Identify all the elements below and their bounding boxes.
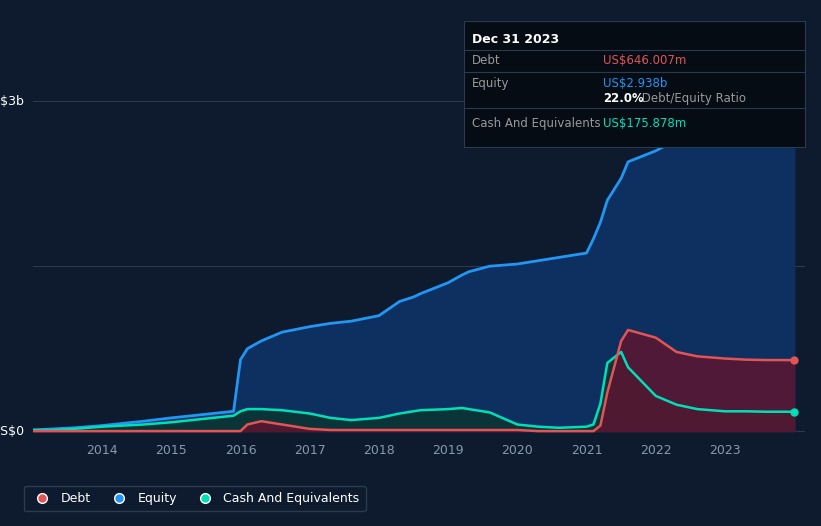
Text: 22.0%: 22.0% (603, 93, 644, 105)
Legend: Debt, Equity, Cash And Equivalents: Debt, Equity, Cash And Equivalents (24, 486, 365, 511)
Text: US$2.938b: US$2.938b (603, 77, 667, 89)
Text: Debt: Debt (472, 54, 501, 67)
Text: Cash And Equivalents: Cash And Equivalents (472, 117, 601, 130)
Text: Debt/Equity Ratio: Debt/Equity Ratio (638, 93, 746, 105)
Text: Equity: Equity (472, 77, 510, 89)
Text: US$646.007m: US$646.007m (603, 54, 687, 67)
Text: Dec 31 2023: Dec 31 2023 (472, 33, 559, 46)
Text: US$3b: US$3b (0, 95, 25, 108)
Text: US$175.878m: US$175.878m (603, 117, 686, 130)
Text: US$0: US$0 (0, 424, 25, 438)
